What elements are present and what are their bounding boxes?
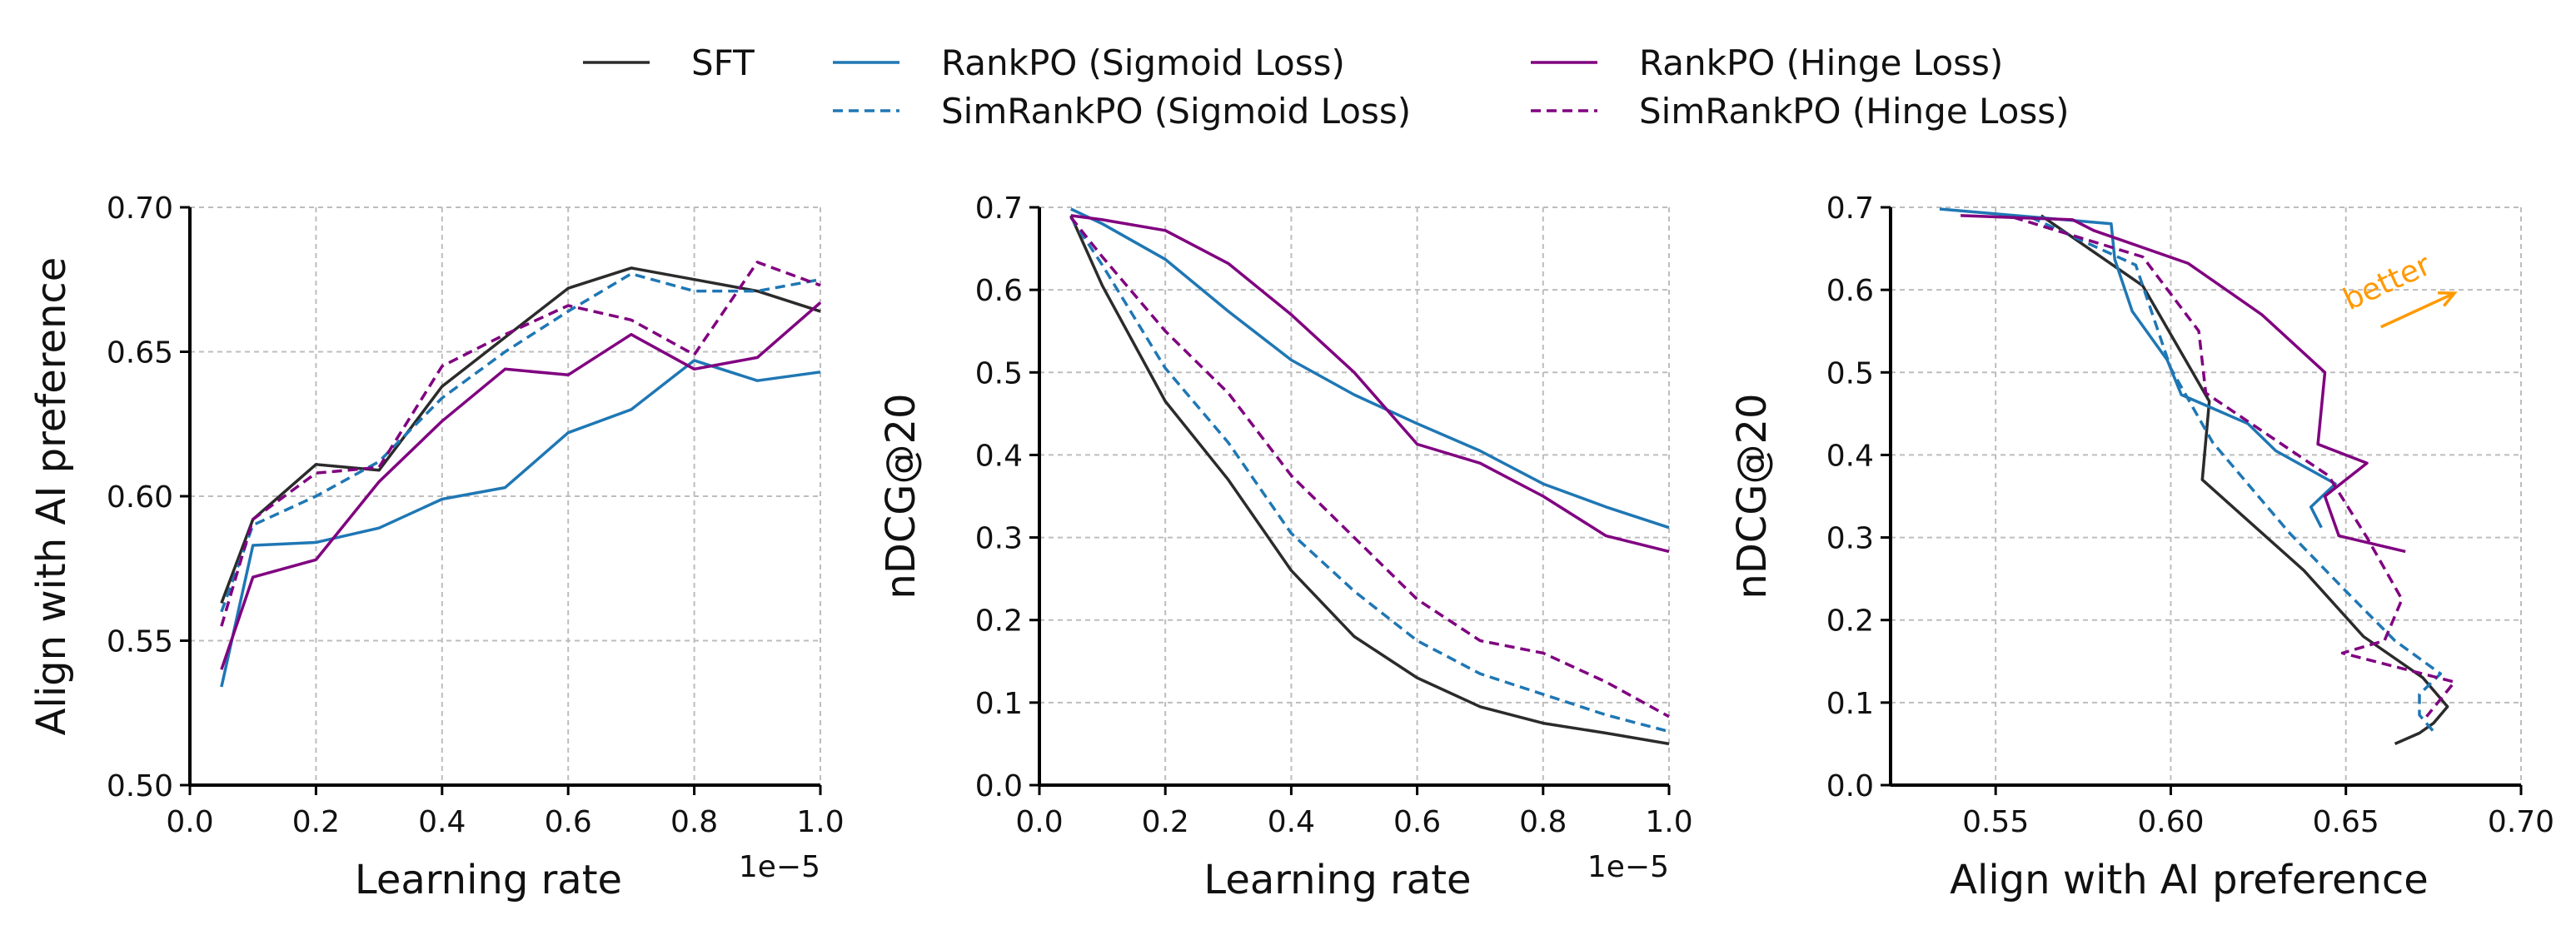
x-tick-label: 0.4 xyxy=(418,805,466,839)
series-line-simrankpo-hinge-loss xyxy=(220,261,821,627)
x-tick-label: 0.8 xyxy=(670,805,718,839)
y-tick-label: 0.55 xyxy=(107,625,173,659)
series-line-rankpo-hinge-loss xyxy=(220,301,822,670)
y-tick-label: 0.60 xyxy=(107,480,173,515)
y-axis-label: Align with AI preference xyxy=(28,257,75,736)
series-line-sft xyxy=(1069,215,1670,746)
series-line-simrankpo-sigmoid-loss xyxy=(220,272,821,613)
series-line-simrankpo-sigmoid-loss xyxy=(2030,216,2443,733)
y-axis-label: nDCG@20 xyxy=(878,393,924,599)
x-tick-label: 0.65 xyxy=(2313,805,2379,839)
x-axis-label: Learning rate xyxy=(355,857,622,903)
x-axis-offset-text: 1e−5 xyxy=(739,850,820,884)
y-tick-label: 0.5 xyxy=(975,356,1023,390)
y-tick-label: 0.1 xyxy=(1826,687,1874,721)
y-tick-label: 0.2 xyxy=(1826,604,1874,639)
x-tick-label: 0.55 xyxy=(1962,805,2029,839)
x-tick-label: 0.8 xyxy=(1519,805,1567,839)
x-tick-label: 1.0 xyxy=(796,805,844,839)
legend-label-simrankpo-sigmoid-loss: SimRankPO (Sigmoid Loss) xyxy=(941,91,1411,132)
y-tick-label: 0.7 xyxy=(1826,191,1874,226)
x-tick-label: 0.2 xyxy=(1142,805,1189,839)
series-line-simrankpo-sigmoid-loss xyxy=(1069,216,1670,734)
x-axis-label: Learning rate xyxy=(1203,857,1471,903)
x-axis-offset-text: 1e−5 xyxy=(1587,850,1669,884)
y-tick-label: 0.3 xyxy=(1826,522,1874,556)
y-tick-label: 0.3 xyxy=(975,522,1023,556)
y-tick-label: 0.4 xyxy=(975,439,1023,473)
y-tick-label: 0.65 xyxy=(107,336,173,371)
y-tick-label: 0.5 xyxy=(1826,356,1874,390)
x-tick-label: 0.6 xyxy=(545,805,592,839)
series-line-rankpo-sigmoid-loss xyxy=(220,359,821,688)
chart-panel-ndcg-vs-learning-rate: 0.0 0.2 0.4 0.6 0.8 1.0 0.0 0.1 0.2 0.3 0.4 0.5 0.6 0… xyxy=(878,191,1693,903)
y-tick-label: 0.6 xyxy=(975,274,1023,308)
x-tick-label: 1.0 xyxy=(1645,805,1692,839)
series-line-simrankpo-hinge-loss xyxy=(1069,216,1670,719)
better-arrow-shaft xyxy=(2380,291,2455,329)
series-line-rankpo-sigmoid-loss xyxy=(1939,207,2337,529)
legend: SFT RankPO (Sigmoid Loss) SimRankPO (Sigmo… xyxy=(583,42,2070,132)
y-tick-label: 0.7 xyxy=(975,191,1023,226)
y-tick-label: 0.70 xyxy=(107,191,173,226)
x-tick-label: 0.0 xyxy=(166,805,213,839)
y-axis-label: nDCG@20 xyxy=(1729,393,1776,599)
x-tick-label: 0.6 xyxy=(1393,805,1441,839)
x-tick-label: 0.4 xyxy=(1268,805,1315,839)
legend-label-rankpo-hinge-loss: RankPO (Hinge Loss) xyxy=(1639,42,2003,83)
y-tick-label: 0.1 xyxy=(975,687,1023,721)
y-tick-label: 0.0 xyxy=(975,769,1023,803)
series-line-rankpo-sigmoid-loss xyxy=(1070,207,1670,530)
series-line-simrankpo-hinge-loss xyxy=(2012,216,2456,718)
legend-label-rankpo-sigmoid-loss: RankPO (Sigmoid Loss) xyxy=(941,42,1345,83)
chart-panel-ndcg-vs-align: 0.55 0.60 0.65 0.70 0.0 0.1 0.2 0.3 0.4 0.5 0.6 0.7… xyxy=(1729,191,2554,903)
x-tick-label: 0.60 xyxy=(2137,805,2204,839)
x-tick-label: 0.70 xyxy=(2488,805,2554,839)
series-line-rankpo-hinge-loss xyxy=(1070,214,1670,554)
x-axis-label: Align with AI preference xyxy=(1950,857,2429,903)
legend-label-simrankpo-hinge-loss: SimRankPO (Hinge Loss) xyxy=(1639,91,2070,132)
series-line-sft xyxy=(220,266,821,604)
series-line-rankpo-hinge-loss xyxy=(1961,214,2406,554)
y-tick-label: 0.0 xyxy=(1826,769,1874,803)
x-tick-label: 0.0 xyxy=(1015,805,1063,839)
y-tick-label: 0.2 xyxy=(975,604,1023,639)
better-arrow-head xyxy=(2438,291,2458,307)
y-tick-label: 0.4 xyxy=(1826,439,1874,473)
legend-label-sft: SFT xyxy=(691,42,755,83)
x-tick-label: 0.2 xyxy=(292,805,340,839)
y-tick-label: 0.50 xyxy=(107,769,173,803)
chart-panel-align-vs-learning-rate: 0.0 0.2 0.4 0.6 0.8 1.0 0.50 0.55 0.60 0.65 0.70 Le… xyxy=(28,191,845,903)
y-tick-label: 0.6 xyxy=(1826,274,1874,308)
